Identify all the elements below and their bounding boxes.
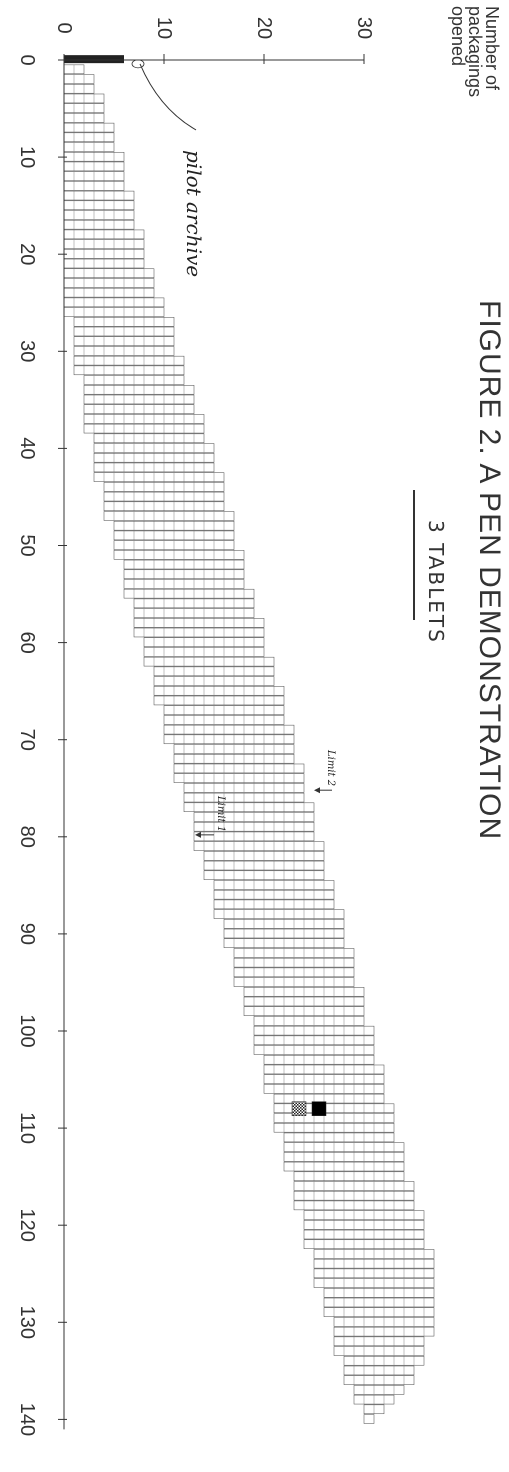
annotation-pilot-circle (131, 59, 145, 69)
bar (63, 219, 135, 230)
bar (123, 588, 255, 599)
bar (143, 656, 275, 667)
bar (63, 74, 95, 84)
bars-layer (63, 55, 435, 1424)
annotation-limit-1: Limit 1 (215, 796, 226, 833)
x-tick-label: 60 (16, 631, 38, 653)
bar (63, 278, 155, 288)
annotation-pilot-line (139, 63, 197, 131)
bar (363, 1414, 375, 1424)
marker-solid (311, 1101, 327, 1116)
annotation-limit2-arrow (314, 787, 320, 794)
x-tick-label: 100 (16, 1014, 38, 1047)
bar (83, 404, 195, 414)
bar (63, 268, 155, 278)
x-tick-label: 70 (16, 729, 38, 751)
bar (163, 734, 295, 745)
bar (73, 355, 185, 366)
bar (343, 1375, 415, 1385)
annotation-limit1-arrow (195, 831, 201, 838)
bar (63, 84, 95, 94)
bar (173, 763, 305, 774)
chart-title: FIGURE 2. A PEN DEMONSTRATION (473, 300, 506, 841)
bar (173, 773, 305, 783)
x-tick-label: 110 (16, 1112, 38, 1144)
bar (213, 909, 345, 919)
y-tick-label: 20 (253, 17, 275, 39)
x-tick-label: 0 (16, 54, 38, 65)
bar (93, 472, 225, 482)
bar-cluster-start (64, 55, 124, 64)
x-tick-label: 80 (16, 826, 38, 848)
bar (253, 1016, 365, 1026)
x-tick-label: 30 (16, 340, 38, 362)
bar (283, 1132, 395, 1143)
bar (133, 627, 265, 638)
bar (63, 200, 135, 210)
annotation-limit-2: Limit 2 (325, 750, 336, 787)
axes-layer: 0 10 20 30 0 10 20 30 40 50 60 70 80 90 100 110 120 130 14… (16, 17, 375, 1436)
bar (183, 802, 315, 812)
bar (273, 1093, 385, 1104)
bar (193, 841, 325, 851)
bar (293, 1171, 405, 1181)
y-tick-label: 10 (153, 17, 175, 39)
marker-checkered (291, 1101, 307, 1116)
bar (83, 394, 195, 405)
bar (83, 385, 195, 395)
bar (63, 142, 115, 152)
legend-label: 3 TABLETS (424, 520, 448, 644)
bar (93, 433, 205, 444)
x-tick-label: 90 (16, 923, 38, 945)
x-tick-label: 10 (16, 146, 38, 168)
bar (343, 1365, 415, 1376)
bar (63, 132, 115, 143)
bar (163, 724, 295, 735)
bar (63, 190, 135, 201)
bar (323, 1307, 435, 1317)
bar (153, 686, 285, 696)
annotation-lines (131, 59, 332, 838)
bar (333, 1346, 425, 1356)
bar (133, 618, 265, 628)
bar (73, 365, 185, 376)
x-tick-label: 120 (16, 1209, 38, 1242)
bar (63, 122, 115, 133)
legend-line (413, 490, 415, 620)
x-tick-label: 50 (16, 534, 38, 556)
bar (63, 287, 155, 298)
annotation-pilot-archive: pilot archive (182, 150, 206, 278)
bar (263, 1055, 375, 1065)
y-tick-label: 30 (353, 17, 375, 39)
bar (153, 695, 285, 706)
bar (63, 210, 135, 220)
y-axis-label: Number of packagings opened (448, 6, 502, 98)
markers-layer (291, 1101, 327, 1116)
bar (103, 511, 235, 521)
y-tick-label: 0 (53, 22, 75, 33)
x-tick-label: 20 (16, 243, 38, 265)
bar (113, 550, 245, 560)
bar (353, 1385, 405, 1395)
x-tick-label: 140 (16, 1403, 38, 1436)
x-tick-label: 40 (16, 437, 38, 459)
bar (323, 1288, 435, 1298)
bar (323, 1297, 435, 1308)
bar (333, 1336, 425, 1347)
x-tick-label: 130 (16, 1306, 38, 1339)
